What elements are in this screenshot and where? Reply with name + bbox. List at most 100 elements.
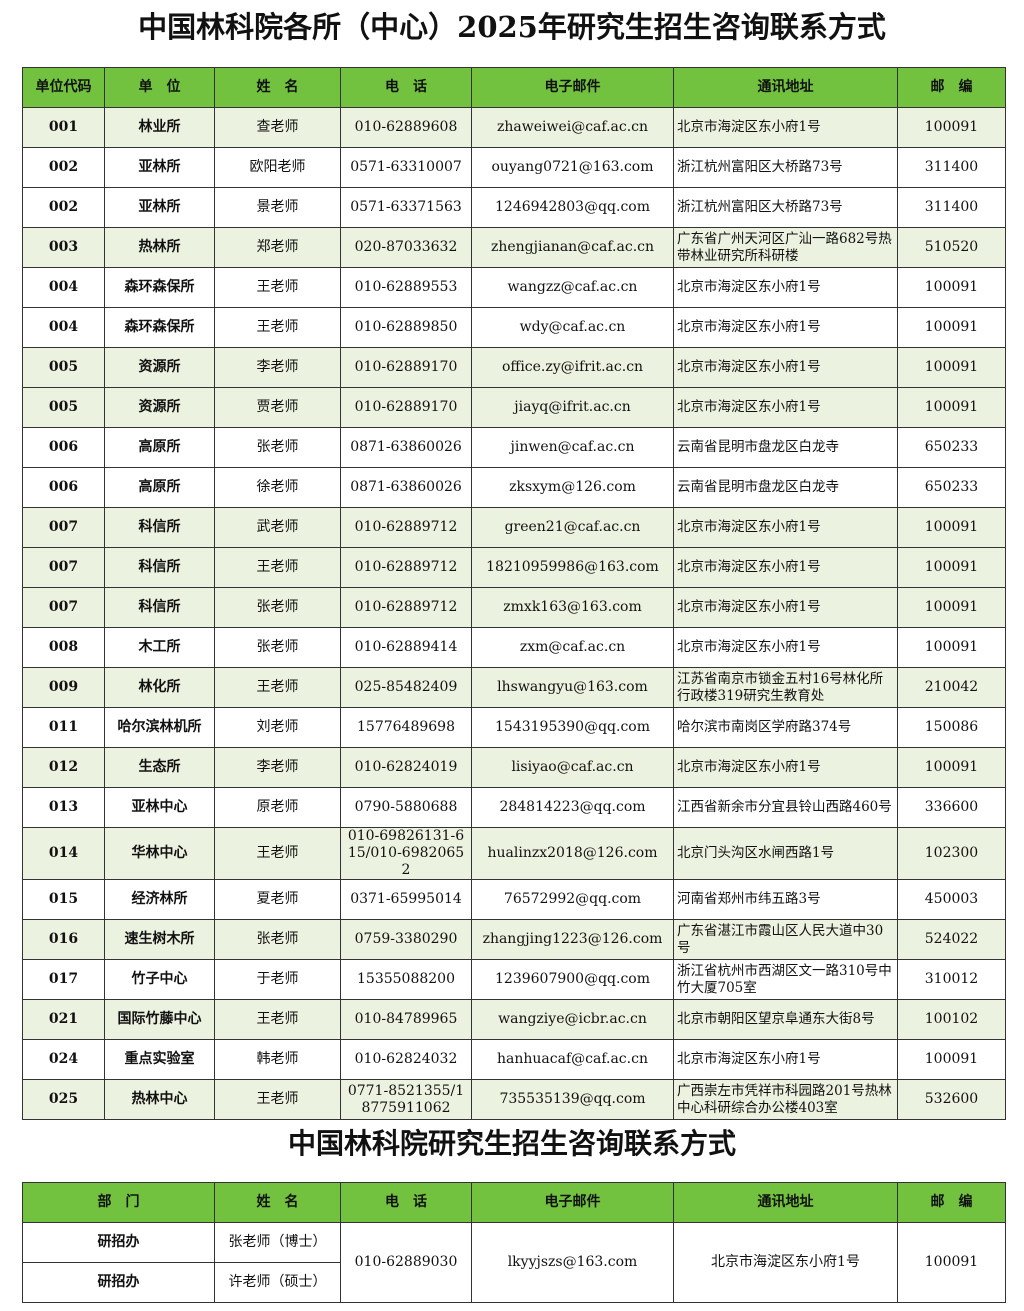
table-cell: office.zy@ifrit.ac.cn — [471, 347, 674, 388]
table-cell: 李老师 — [214, 347, 341, 388]
table-cell: 001 — [22, 107, 105, 148]
table-cell: 浙江省杭州市西湖区文一路310号中竹大厦705室 — [673, 959, 898, 1000]
table-row: 006 高原所 张老师 0871-63860026 jinwen@caf.ac.cn 云南… — [22, 427, 1006, 468]
table-row: 025 热林中心 王老师 0771-8521355/18775911062 735535… — [22, 1079, 1006, 1120]
table-row: 015 经济林所 夏老师 0371-65995014 76572992@qq.com 河南… — [22, 879, 1006, 920]
table-cell: 013 — [22, 787, 105, 828]
table-cell: 张老师 — [214, 427, 341, 468]
table-cell: 云南省昆明市盘龙区白龙寺 — [673, 427, 898, 468]
table-cell: 010-62889712 — [340, 507, 472, 548]
table-cell: 010-62889170 — [340, 387, 472, 428]
table-row: 007 科信所 张老师 010-62889712 zmxk163@163.com 北京市海… — [22, 587, 1006, 628]
table-cell: 查老师 — [214, 107, 341, 148]
table-cell: 王老师 — [214, 547, 341, 588]
table-cell: 武老师 — [214, 507, 341, 548]
header-cell: 电 话 — [340, 67, 472, 108]
table-cell: 010-62889712 — [340, 547, 472, 588]
table-cell: 100091 — [897, 1222, 1006, 1303]
table-cell: 015 — [22, 879, 105, 920]
table-cell: 010-62889850 — [340, 307, 472, 348]
table-cell: 江西省新余市分宜县铃山西路460号 — [673, 787, 898, 828]
table-cell: zhaweiwei@caf.ac.cn — [471, 107, 674, 148]
table-cell: 025 — [22, 1079, 105, 1120]
table-cell: 017 — [22, 959, 105, 1000]
table-cell: 102300 — [897, 827, 1006, 880]
table-cell: 010-62889608 — [340, 107, 472, 148]
table-cell: 广东省广州天河区广汕一路682号热带林业研究所科研楼 — [673, 227, 898, 268]
table-row: 021 国际竹藤中心 王老师 010-84789965 wangziye@icbr.ac… — [22, 999, 1006, 1040]
table-cell: 100091 — [897, 347, 1006, 388]
header-cell: 部 门 — [22, 1182, 215, 1223]
table-cell: 016 — [22, 919, 105, 960]
table-cell: 云南省昆明市盘龙区白龙寺 — [673, 467, 898, 508]
table-cell: 高原所 — [104, 467, 215, 508]
table-cell: 006 — [22, 467, 105, 508]
table-row: 024 重点实验室 韩老师 010-62824032 hanhuacaf@caf.ac.… — [22, 1039, 1006, 1080]
table-cell: 1239607900@qq.com — [471, 959, 674, 1000]
table-cell: 王老师 — [214, 667, 341, 708]
table-cell: 郑老师 — [214, 227, 341, 268]
table-cell: 张老师 — [214, 627, 341, 668]
table-cell: 浙江杭州富阳区大桥路73号 — [673, 147, 898, 188]
table-cell: 北京市海淀区东小府1号 — [673, 507, 898, 548]
table-cell: 北京市海淀区东小府1号 — [673, 1039, 898, 1080]
table-cell: lkyyjszs@163.com — [471, 1222, 674, 1303]
table-cell: green21@caf.ac.cn — [471, 507, 674, 548]
table-cell: 亚林中心 — [104, 787, 215, 828]
table-cell: 0759-3380290 — [340, 919, 472, 960]
table-cell: 北京市海淀区东小府1号 — [673, 387, 898, 428]
header-cell: 电子邮件 — [471, 1182, 674, 1223]
header-cell: 姓 名 — [214, 67, 341, 108]
header-cell: 电子邮件 — [471, 67, 674, 108]
table-cell: 0871-63860026 — [340, 427, 472, 468]
table-cell: 王老师 — [214, 307, 341, 348]
table-cell: 速生树木所 — [104, 919, 215, 960]
table-cell: 林业所 — [104, 107, 215, 148]
table-cell: 010-62824032 — [340, 1039, 472, 1080]
table-row: 016 速生树木所 张老师 0759-3380290 zhangjing1223@126… — [22, 919, 1006, 960]
table-cell: 100091 — [897, 747, 1006, 788]
table-cell: 024 — [22, 1039, 105, 1080]
table-cell: 张老师 — [214, 919, 341, 960]
table-cell: 100091 — [897, 267, 1006, 308]
table-cell: 310012 — [897, 959, 1006, 1000]
table-cell: jinwen@caf.ac.cn — [471, 427, 674, 468]
table-cell: 336600 — [897, 787, 1006, 828]
table-cell: 0771-8521355/18775911062 — [340, 1079, 472, 1120]
table-cell: 热林所 — [104, 227, 215, 268]
table-cell: 006 — [22, 427, 105, 468]
table-cell: ouyang0721@163.com — [471, 147, 674, 188]
table-cell: 广东省湛江市霞山区人民大道中30号 — [673, 919, 898, 960]
table-cell: 510520 — [897, 227, 1006, 268]
table-cell: 林化所 — [104, 667, 215, 708]
table-cell: 北京市朝阳区望京阜通东大街8号 — [673, 999, 898, 1040]
table-cell: 徐老师 — [214, 467, 341, 508]
table-cell: 重点实验室 — [104, 1039, 215, 1080]
table-cell: 15776489698 — [340, 707, 472, 748]
table-row: 002 亚林所 欧阳老师 0571-63310007 ouyang0721@163.co… — [22, 147, 1006, 188]
table-cell: wdy@caf.ac.cn — [471, 307, 674, 348]
title: 中国林科院各所（中心）2025年研究生招生咨询联系方式 — [138, 10, 886, 44]
table-cell: zxm@caf.ac.cn — [471, 627, 674, 668]
table-cell: 010-62889414 — [340, 627, 472, 668]
table-cell: 650233 — [897, 427, 1006, 468]
table-cell: 韩老师 — [214, 1039, 341, 1080]
table-cell: jiayq@ifrit.ac.cn — [471, 387, 674, 428]
table-cell: 王老师 — [214, 827, 341, 880]
table-cell: 北京市海淀区东小府1号 — [673, 267, 898, 308]
table-cell: 亚林所 — [104, 187, 215, 228]
table-cell: 张老师（博士） — [214, 1222, 341, 1263]
table-cell: 科信所 — [104, 587, 215, 628]
table-cell: 森环森保所 — [104, 307, 215, 348]
header-row: 部 门姓 名电 话电子邮件 通讯地址邮 编 — [22, 1182, 1006, 1223]
table-cell: 北京市海淀区东小府1号 — [673, 307, 898, 348]
table-row: 006 高原所 徐老师 0871-63860026 zksxym@126.com 云南省昆… — [22, 467, 1006, 508]
table-cell: 100091 — [897, 587, 1006, 628]
table-cell: 532600 — [897, 1079, 1006, 1120]
table-cell: 150086 — [897, 707, 1006, 748]
table-cell: wangziye@icbr.ac.cn — [471, 999, 674, 1040]
table-cell: 华林中心 — [104, 827, 215, 880]
header-cell: 通讯地址 — [673, 67, 898, 108]
table-cell: 010-62889170 — [340, 347, 472, 388]
